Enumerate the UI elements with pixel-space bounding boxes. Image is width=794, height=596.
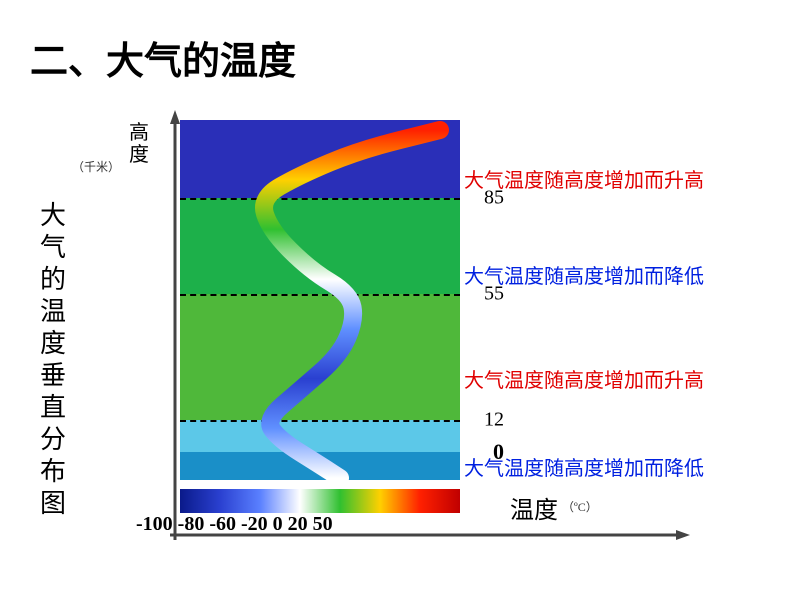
layer-annotation: 大气温度随高度增加而升高 — [464, 364, 704, 393]
chart-area — [180, 120, 460, 530]
slide-title: 二、大气的温度 — [30, 30, 296, 85]
y-axis-label: 高度 — [128, 122, 150, 166]
layer-annotation: 大气温度随高度增加而升高 — [464, 164, 704, 193]
vertical-title: 大气的温度垂直分布图 — [40, 200, 70, 520]
layer-annotation: 大气温度随高度增加而降低 — [464, 260, 704, 289]
x-axis-unit: （ºC） — [562, 498, 598, 515]
scale-values: -100 -80 -60 -20 0 20 50 — [136, 513, 333, 536]
temperature-curve — [180, 120, 460, 480]
y-tick-label: 12 — [484, 409, 504, 432]
layer-annotation: 大气温度随高度增加而降低 — [464, 452, 704, 481]
color-scale-bar — [180, 489, 460, 513]
x-axis-label: 温度 — [510, 490, 558, 525]
y-axis-arrow — [170, 110, 180, 540]
y-axis-unit: （千米） — [72, 158, 120, 175]
